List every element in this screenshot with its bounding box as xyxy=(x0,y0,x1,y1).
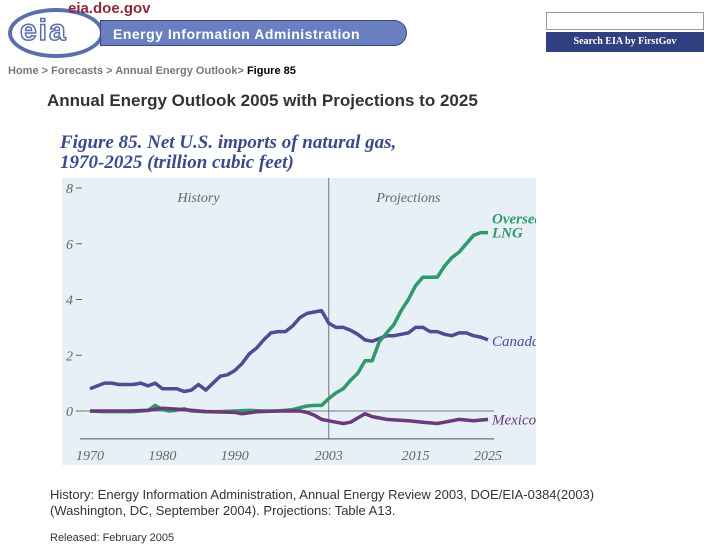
series-line-overseas-lng xyxy=(89,230,488,414)
region-label-history: History xyxy=(177,191,221,206)
agency-banner[interactable]: Energy Information Administration xyxy=(100,20,407,46)
breadcrumb-aeo[interactable]: Annual Energy Outlook xyxy=(115,65,238,77)
page-title: Annual Energy Outlook 2005 with Projecti… xyxy=(47,91,478,110)
site-url[interactable]: eia.doe.gov xyxy=(68,0,151,17)
y-tick-label: 6 xyxy=(66,238,73,253)
series-label-canada: Canada xyxy=(492,334,536,350)
eia-logo[interactable] xyxy=(8,8,104,58)
series-label-mexico: Mexico xyxy=(491,412,536,428)
x-tick-label: 2025 xyxy=(474,449,502,464)
series-label-lng-line2: LNG xyxy=(491,226,523,242)
y-tick-label: 4 xyxy=(66,294,73,309)
search-button[interactable]: Search EIA by FirstGov xyxy=(546,32,704,52)
chart-svg: 0 2 4 6 8 1970 1980 1990 2003 2015 2025 History Proj… xyxy=(66,178,548,464)
breadcrumb-forecasts[interactable]: Forecasts xyxy=(51,65,104,77)
y-tick-label: 0 xyxy=(66,405,73,420)
x-tick-label: 1970 xyxy=(76,449,104,464)
eia-logo-letters: eia xyxy=(19,13,68,48)
x-tick-label: 1980 xyxy=(148,449,176,464)
breadcrumb-current: Figure 85 xyxy=(246,65,296,77)
series-line-mexico xyxy=(90,406,489,426)
series-line-canada xyxy=(89,308,489,394)
y-tick-label: 2 xyxy=(66,349,73,364)
x-tick-label: 2015 xyxy=(402,449,430,464)
figure-title: Figure 85. Net U.S. imports of natural g… xyxy=(60,133,396,173)
x-tick-label: 2003 xyxy=(315,449,343,464)
x-tick-label: 1990 xyxy=(221,449,249,464)
breadcrumb: Home > Forecasts > Annual Energy Outlook… xyxy=(8,65,296,77)
figure-title-line1: Figure 85. Net U.S. imports of natural g… xyxy=(60,132,397,153)
region-label-projections: Projections xyxy=(375,191,441,206)
search-input[interactable] xyxy=(546,12,704,30)
released-date: Released: February 2005 xyxy=(50,532,175,544)
series-label-lng-line1: Overseas xyxy=(492,212,536,228)
figure-title-line2: 1970-2025 (trillion cubic feet) xyxy=(60,152,294,173)
chart: 0 2 4 6 8 1970 1980 1990 2003 2015 2025 History Proj… xyxy=(62,178,548,465)
source-note: History: Energy Information Administrati… xyxy=(50,487,595,518)
breadcrumb-home[interactable]: Home xyxy=(8,65,39,77)
y-tick-label: 8 xyxy=(66,182,73,197)
